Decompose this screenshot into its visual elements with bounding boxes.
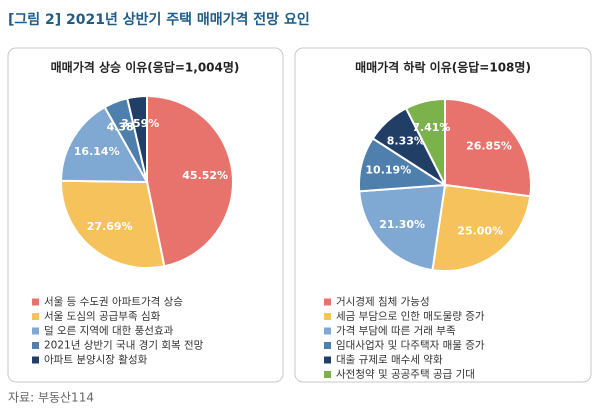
data-label: 16.14%: [74, 145, 120, 158]
figure-title: [그림 2] 2021년 상반기 주택 매매가격 전망 요인: [8, 11, 310, 28]
legend-swatch: [324, 298, 331, 306]
data-label: 7.41%: [412, 121, 450, 134]
legend-swatch: [32, 342, 39, 349]
data-label: 10.19%: [365, 164, 411, 177]
pie-slice: [431, 183, 532, 272]
data-label: 25.00%: [457, 225, 503, 238]
legend-label: 2021년 상반기 국내 경기 회복 전망: [44, 339, 204, 352]
legend-label: 세금 부담으로 인한 매도물량 증가: [336, 311, 485, 323]
pie-slice: [126, 94, 148, 183]
legend-swatch: [324, 327, 331, 335]
legend-label: 아파트 분양시장 활성화: [44, 353, 148, 366]
pie-slice: [60, 179, 166, 269]
data-label: 26.85%: [466, 139, 512, 152]
pie-slice: [146, 94, 234, 268]
legend-label: 사전청약 및 공공주택 공급 기대: [336, 369, 475, 381]
legend-swatch: [32, 356, 39, 364]
legend-label: 서울 도심의 공급부족 심화: [44, 311, 161, 323]
pie-slice: [59, 105, 149, 184]
pie-title: 매매가격 하락 이유(응답=108명): [355, 60, 531, 75]
data-label: 8.33%: [387, 135, 425, 148]
legend-label: 서울 등 수도권 아파트가격 상승: [44, 295, 183, 308]
legend-label: 거시경제 침체 가능성: [336, 295, 430, 308]
data-label: 21.30%: [379, 218, 425, 231]
data-label: 3.59%: [121, 117, 159, 130]
legend-label: 가격 부담에 따른 거래 부족: [336, 324, 456, 337]
data-label: 45.52%: [182, 169, 228, 182]
pie-title: 매매가격 상승 이유(응답=1,004명): [51, 60, 240, 75]
data-label: 27.69%: [87, 220, 133, 233]
legend-label: 덜 오른 지역에 대한 풍선효과: [44, 325, 174, 337]
legend-swatch: [324, 371, 331, 378]
pie-slice: [444, 97, 532, 198]
legend-swatch: [32, 327, 39, 335]
pie-slice: [358, 183, 447, 272]
legend-swatch: [324, 356, 331, 364]
source: 자료: 부동산114: [8, 391, 94, 405]
legend-label: 임대사업자 및 다주택자 매물 증가: [336, 339, 485, 352]
pie-slice: [404, 97, 446, 186]
legend-swatch: [324, 342, 331, 349]
legend-label: 대출 규제로 매수세 약화: [336, 354, 443, 366]
legend-swatch: [32, 313, 39, 320]
legend-swatch: [32, 298, 39, 306]
legend-swatch: [324, 313, 331, 320]
